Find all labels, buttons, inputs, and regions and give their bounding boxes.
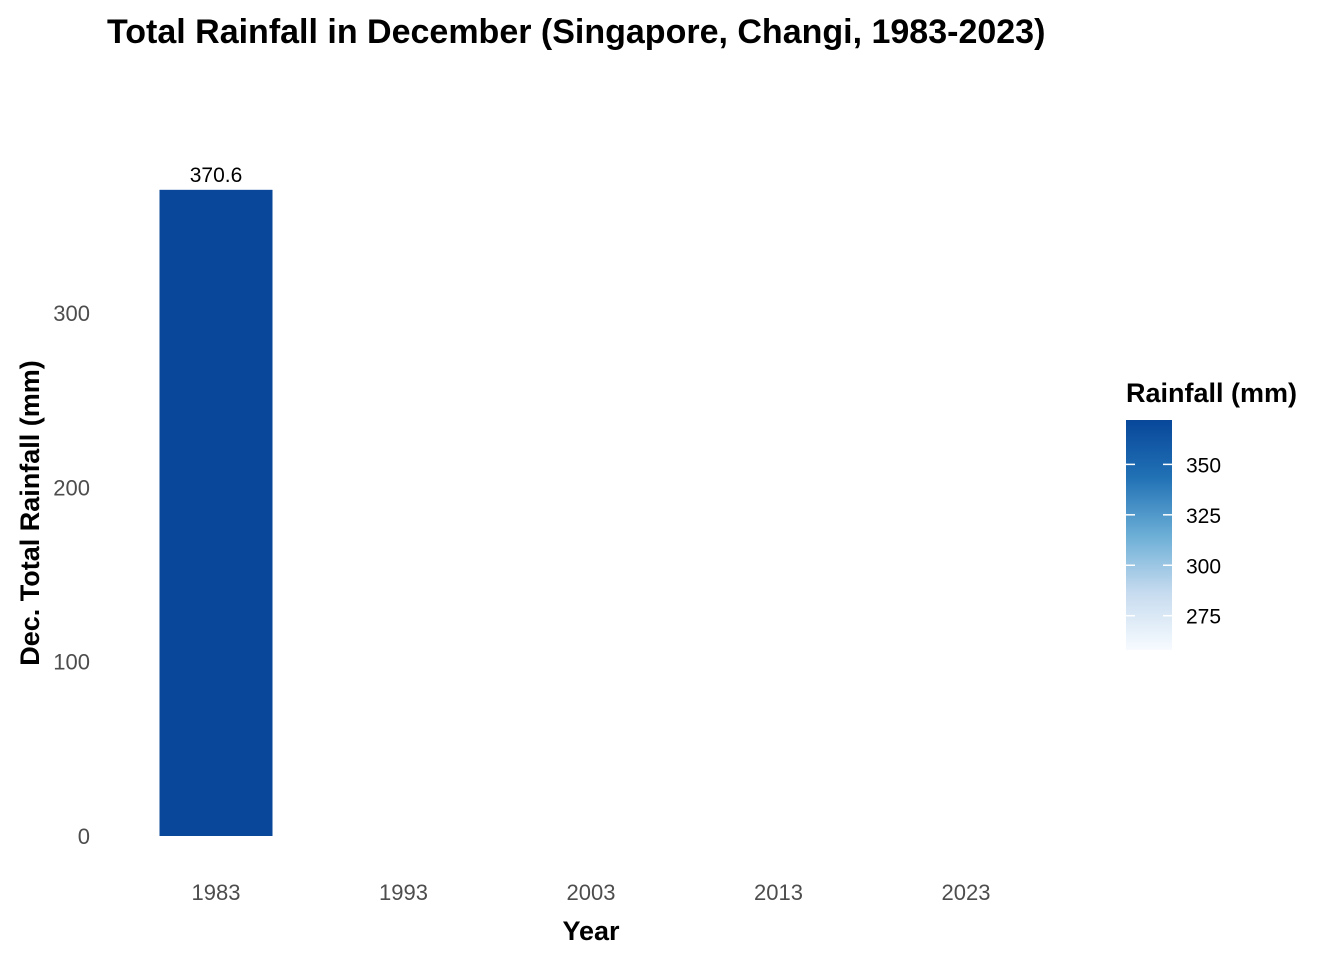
colorbar bbox=[1126, 420, 1172, 650]
y-tick-label: 200 bbox=[53, 475, 90, 500]
legend: Rainfall (mm) 350 325 300 275 bbox=[1126, 378, 1297, 650]
bars bbox=[159, 189, 273, 836]
y-tick-label: 0 bbox=[78, 824, 90, 849]
x-tick-label: 1983 bbox=[192, 880, 241, 905]
bar bbox=[159, 189, 273, 836]
x-tick-label: 2003 bbox=[567, 880, 616, 905]
y-axis-title: Dec. Total Rainfall (mm) bbox=[15, 360, 45, 666]
colorbar-tick-label: 300 bbox=[1186, 555, 1221, 578]
colorbar-ticks: 350 325 300 275 bbox=[1126, 454, 1221, 629]
colorbar-tick-label: 350 bbox=[1186, 454, 1221, 477]
y-axis-ticks: 0 100 200 300 bbox=[53, 301, 90, 849]
colorbar-tick-label: 325 bbox=[1186, 505, 1221, 528]
legend-title: Rainfall (mm) bbox=[1126, 378, 1297, 408]
y-tick-label: 100 bbox=[53, 650, 90, 675]
x-tick-label: 2013 bbox=[754, 880, 803, 905]
chart-title: Total Rainfall in December (Singapore, C… bbox=[107, 13, 1045, 51]
x-tick-label: 1993 bbox=[379, 880, 428, 905]
bar-data-label: 370.6 bbox=[190, 164, 243, 187]
y-tick-label: 300 bbox=[53, 301, 90, 326]
x-tick-label: 2023 bbox=[942, 880, 991, 905]
data-labels: 370.6 bbox=[190, 164, 243, 187]
x-axis-ticks: 1983 1993 2003 2013 2023 bbox=[192, 880, 991, 905]
colorbar-tick-label: 275 bbox=[1186, 606, 1221, 629]
x-axis-title: Year bbox=[562, 916, 620, 946]
